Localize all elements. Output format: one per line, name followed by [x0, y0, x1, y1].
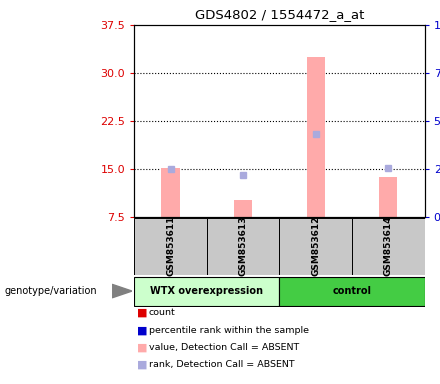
- Text: rank, Detection Call = ABSENT: rank, Detection Call = ABSENT: [149, 360, 294, 369]
- Text: ■: ■: [137, 343, 147, 353]
- Bar: [234, 200, 252, 217]
- Text: WTX overexpression: WTX overexpression: [150, 286, 263, 296]
- Text: count: count: [149, 308, 176, 318]
- Text: percentile rank within the sample: percentile rank within the sample: [149, 326, 309, 335]
- Text: genotype/variation: genotype/variation: [4, 286, 97, 296]
- Text: GSM853614: GSM853614: [384, 216, 393, 276]
- Bar: [161, 168, 180, 217]
- Text: ■: ■: [137, 308, 147, 318]
- Text: value, Detection Call = ABSENT: value, Detection Call = ABSENT: [149, 343, 299, 352]
- Text: ■: ■: [137, 325, 147, 335]
- Bar: [279, 218, 352, 275]
- Bar: [134, 218, 207, 275]
- Bar: [207, 218, 279, 275]
- Bar: [307, 57, 325, 217]
- Text: GSM853613: GSM853613: [238, 216, 248, 276]
- Text: ■: ■: [137, 360, 147, 370]
- Bar: [134, 277, 279, 306]
- Bar: [352, 218, 425, 275]
- Title: GDS4802 / 1554472_a_at: GDS4802 / 1554472_a_at: [195, 8, 364, 21]
- Bar: [279, 277, 425, 306]
- Text: GSM853612: GSM853612: [311, 216, 320, 276]
- Polygon shape: [112, 284, 132, 298]
- Text: GSM853611: GSM853611: [166, 216, 175, 276]
- Bar: [379, 177, 397, 217]
- Text: control: control: [333, 286, 371, 296]
